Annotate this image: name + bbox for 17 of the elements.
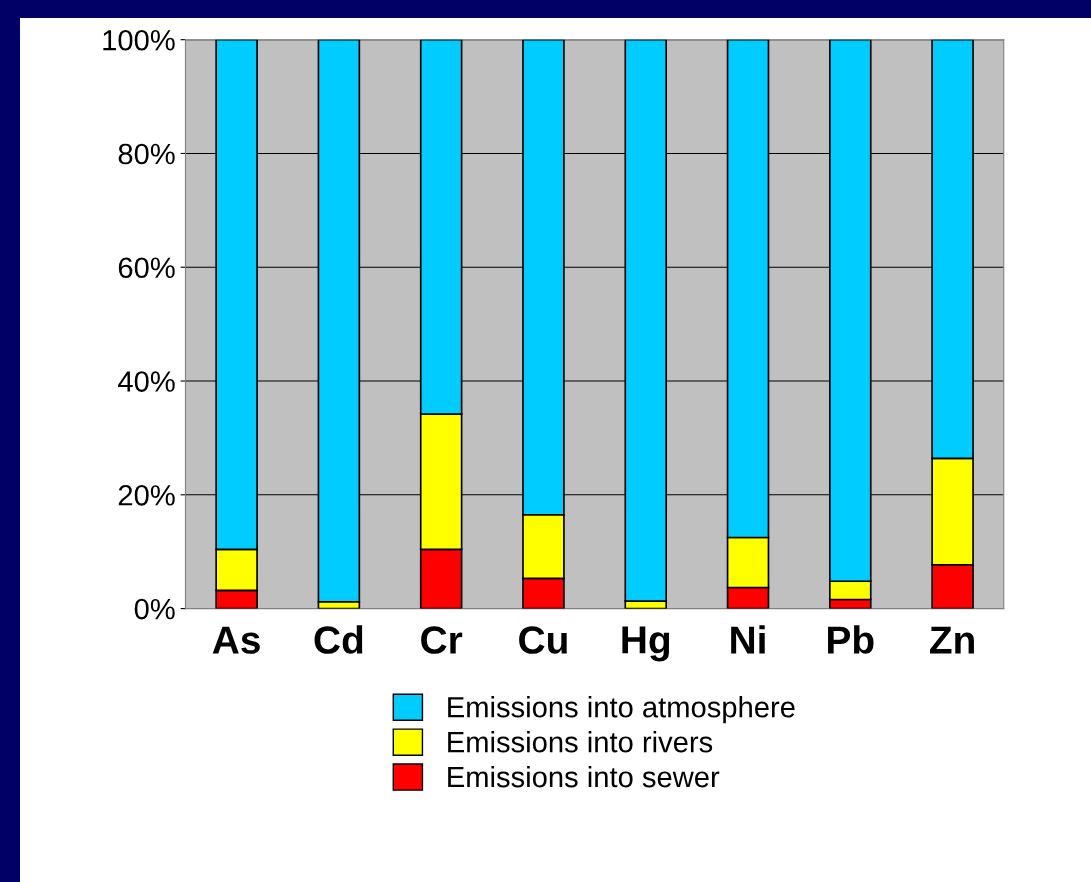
- y-tick-label: 80%: [118, 143, 175, 165]
- x-tick-label: Cd: [314, 625, 363, 654]
- x-tick-label: Ni: [731, 625, 765, 654]
- legend-label: Emissions into atmosphere: [448, 696, 795, 724]
- y-tick-label: 100%: [103, 29, 175, 51]
- x-tick-label: As: [212, 626, 260, 654]
- y-tick-label: 60%: [118, 257, 175, 279]
- y-tick-label: 0%: [134, 598, 175, 620]
- x-tick-label: Cr: [421, 626, 463, 654]
- x-tick-label: Zn: [929, 626, 974, 654]
- y-tick-label: 20%: [118, 485, 175, 506]
- x-tick-label: Hg: [622, 626, 670, 662]
- x-tick-label: Pb: [828, 625, 874, 654]
- x-tick-label: Cu: [519, 626, 567, 654]
- y-tick-label: 40%: [118, 371, 175, 392]
- legend-label: Emissions into rivers: [448, 731, 713, 753]
- legend-label: Emissions into sewer: [448, 765, 720, 788]
